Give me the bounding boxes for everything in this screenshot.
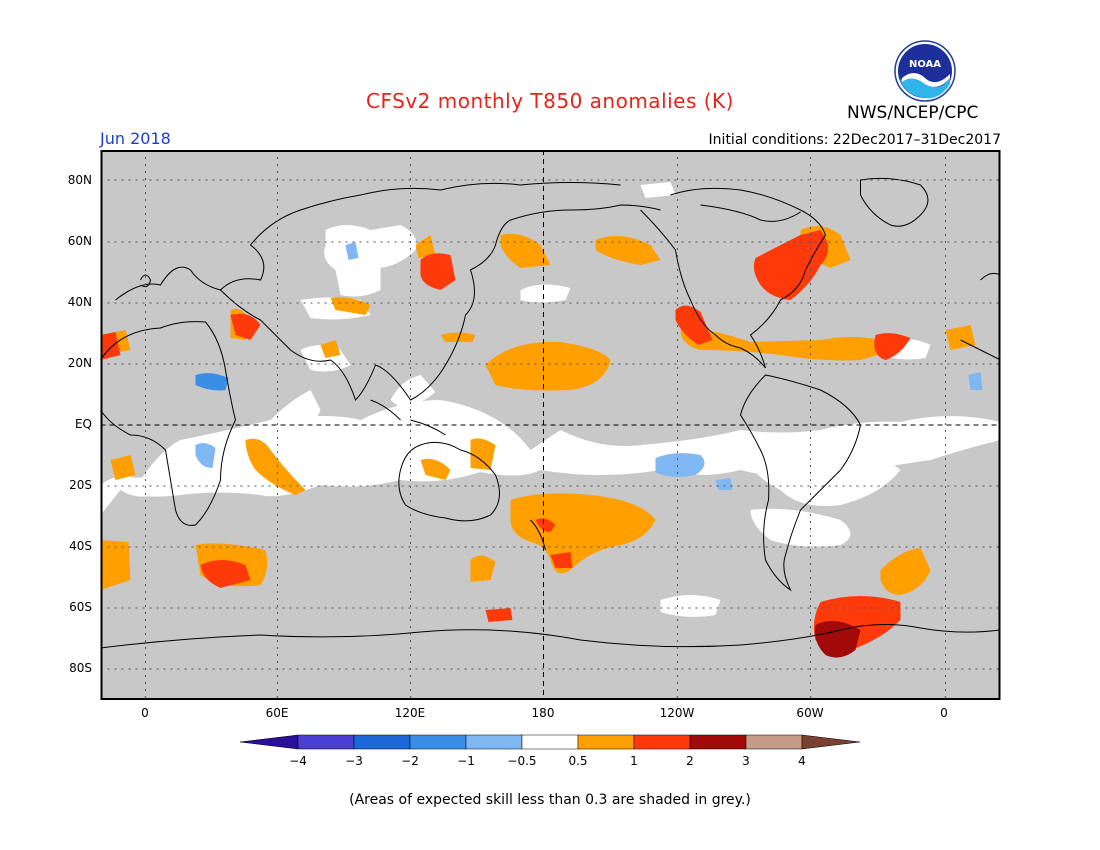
lon-label: 180	[531, 706, 555, 720]
colorbar-label: 2	[686, 754, 694, 768]
noaa-logo: NOAA	[894, 40, 956, 102]
cool-anomaly-areas	[195, 242, 983, 490]
colorbar-bin	[297, 734, 355, 750]
map-title: CFSv2 monthly T850 anomalies (K)	[366, 89, 734, 113]
colorbar-arrow-left	[240, 734, 299, 750]
colorbar-arrow-right	[801, 734, 861, 750]
colorbar-label: −2	[401, 754, 419, 768]
colorbar-label: 3	[742, 754, 750, 768]
lon-label: 0	[141, 706, 149, 720]
initial-conditions: Initial conditions: 22Dec2017–31Dec2017	[708, 132, 1001, 148]
lat-label: 20S	[69, 478, 92, 492]
neutral-areas	[100, 182, 1001, 617]
colorbar-bin	[689, 734, 747, 750]
lon-label: 60E	[265, 706, 289, 720]
colorbar-bin	[465, 734, 523, 750]
lat-label: 20N	[67, 356, 92, 370]
colorbar-bin	[521, 734, 579, 750]
lat-label: 80S	[69, 661, 92, 675]
lon-label: 60W	[796, 706, 824, 720]
lon-label: 120W	[659, 706, 695, 720]
equator-dateline	[100, 150, 1001, 700]
colorbar-label: −3	[345, 754, 363, 768]
agency-label: NWS/NCEP/CPC	[847, 103, 979, 123]
colorbar-label: −4	[289, 754, 307, 768]
anomaly-map	[100, 150, 1001, 700]
colorbar-label: −0.5	[507, 754, 537, 768]
lat-label: 80N	[67, 173, 92, 187]
colorbar-bin	[409, 734, 467, 750]
lat-label: 60S	[69, 600, 92, 614]
skill-footnote: (Areas of expected skill less than 0.3 a…	[349, 792, 751, 808]
lat-label: 40N	[67, 295, 92, 309]
colorbar-label: −1	[457, 754, 475, 768]
colorbar-bin	[577, 734, 635, 750]
lat-label: 60N	[67, 234, 92, 248]
forecast-month: Jun 2018	[100, 129, 171, 148]
colorbar-bin	[353, 734, 411, 750]
colorbar	[240, 734, 861, 750]
colorbar-bin	[633, 734, 691, 750]
lon-label: 0	[940, 706, 948, 720]
logo-text: NOAA	[909, 59, 941, 70]
lon-label: 120E	[394, 706, 426, 720]
colorbar-label: 1	[630, 754, 638, 768]
very-strong-warm-anomaly-area	[814, 621, 861, 658]
colorbar-label: 4	[798, 754, 806, 768]
lat-label: EQ	[74, 417, 92, 431]
coastlines	[100, 177, 1001, 649]
colorbar-bin	[745, 734, 803, 750]
map-frame	[100, 150, 1001, 700]
colorbar-label: 0.5	[568, 754, 588, 768]
lat-label: 40S	[69, 539, 92, 553]
